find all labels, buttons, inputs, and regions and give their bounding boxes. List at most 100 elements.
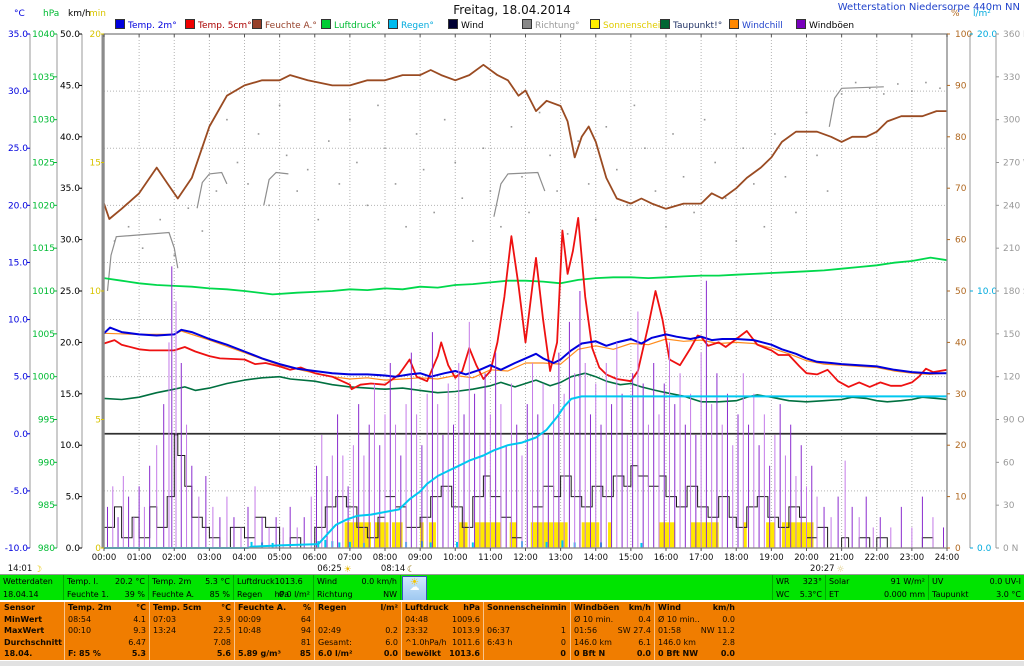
legend-swatch-icon: [185, 19, 195, 29]
stats-cell-left: 01:56: [574, 626, 598, 635]
stats-col-name: Feuchte A.: [238, 603, 287, 612]
status-cell-10: UV 0.0 UV-I Taupunkt 3.0 °C: [929, 575, 1024, 601]
wind-direction-dot: [897, 83, 899, 85]
status-cell-3: Temp. 2m 5.3 °C Feuchte A. 85 %: [149, 575, 234, 601]
stats-cell-left: F: 85 %: [68, 649, 101, 658]
axis-tick-label: 1005: [32, 330, 55, 340]
axis-tick-label: 15: [90, 159, 101, 169]
stats-cell-value: 2.8: [722, 637, 735, 647]
sun-moon-marker-time: 06:25: [317, 564, 342, 574]
wind-direction-dot: [247, 183, 249, 185]
axis-tick-label: 50.0: [60, 30, 80, 40]
stats-col-unit: l/m²: [380, 603, 398, 612]
stats-row-label-text: Sensor: [4, 603, 36, 612]
stats-cell-value: 4.1: [133, 614, 146, 624]
axis-tick-label: 15.0: [8, 258, 28, 268]
stats-cell-left: 0 Bft N: [574, 649, 606, 658]
plot-background: [104, 34, 947, 548]
legend-item-10: Windchill: [729, 19, 783, 31]
wind-direction-dot: [500, 225, 502, 228]
stats-cell-left: 23:32: [405, 626, 429, 635]
status-row: [429, 575, 772, 588]
wind-direction-dot: [472, 240, 474, 242]
stats-cell-value: 0.0: [722, 614, 735, 624]
status-value: 0.0 UV-I: [989, 577, 1021, 586]
axis-unit-rain: l/m²: [973, 9, 991, 19]
stats-cell-row: F: 85 % 5.3: [65, 648, 149, 660]
stats-cell-left: 0 Bft NW: [658, 649, 699, 658]
current-values-bar: Wetterdaten 18.04.14 23:59 Temp. I. 20.2 °C…: [0, 574, 1024, 601]
wind-direction-dot: [854, 81, 857, 84]
stats-row-label: MaxWert: [1, 625, 63, 637]
stats-cell-row: [484, 614, 569, 626]
wind-direction-dot: [939, 87, 941, 90]
axis-tick-label: 25.0: [8, 144, 28, 154]
stats-cell-value: 6.1: [638, 637, 651, 647]
sunshine-bar: [474, 522, 501, 548]
moon-yellow-icon: ☽: [34, 565, 42, 574]
stats-cell-value: 85: [299, 649, 311, 658]
stats-cell-left: Ø 10 min.: [574, 614, 614, 624]
stats-row-label-text: 18.04. 23:59: [4, 649, 33, 658]
wind-direction-dot: [882, 93, 885, 95]
wind-direction-dot: [742, 147, 745, 150]
stats-col-unit: hPa: [463, 603, 480, 612]
status-row: Temp. 2m 5.3 °C: [149, 575, 233, 588]
status-row: Wind 0.0 km/h: [314, 575, 400, 588]
status-value: 323°: [802, 577, 822, 586]
wind-direction-dot: [328, 140, 330, 142]
stats-col-header: Windböen km/h: [571, 602, 654, 614]
stats-col-name: Windböen: [574, 603, 620, 612]
axis-tick-label: 1030: [32, 116, 55, 126]
stats-cell-left: Ø 10 min..: [658, 614, 700, 624]
hour-label: 05:00: [267, 553, 292, 563]
axis-tick-label: 5.0: [14, 373, 29, 383]
weather-chart-plot[interactable]: °C -10.0 -5.0 0.0 5.0 10.0 15.0 20.0 25.0 30.0 35.…: [0, 0, 1024, 574]
wind-direction-dot: [594, 218, 597, 221]
stats-cell-row: ^1.0hPa/h 1011.6: [402, 637, 483, 649]
wind-direction-dot: [127, 225, 130, 228]
status-value: 0.0 l/m²: [278, 590, 310, 599]
hour-label: 21:00: [829, 553, 854, 563]
wind-direction-segment: [263, 171, 289, 206]
stats-col-temp-2m: Temp. 2m °C 08:54 4.1 00:10 9.3 6.47 F: 85 % 5.3: [64, 602, 149, 660]
axis-tick-label: 30: [955, 390, 967, 400]
hour-label: 13:00: [548, 553, 573, 563]
stats-cell-row: Gesamt: 6.0: [315, 637, 401, 649]
stats-cell-row: 10:48 94: [235, 625, 314, 637]
stats-cell-left: 146.0 km: [658, 637, 696, 647]
axis-tick-label: 990: [38, 458, 55, 468]
stats-row-label: Durchschnitt: [1, 637, 63, 649]
status-row: WC 5.3°C: [773, 588, 825, 601]
hour-label: 15:00: [619, 553, 644, 563]
stats-cell-value: 81: [300, 637, 311, 647]
window-bottom-edge: [0, 660, 1024, 666]
status-row: ET 0.000 mm: [826, 588, 928, 601]
status-value: 0.0 km/h: [361, 577, 397, 586]
legend-swatch-icon: [522, 19, 532, 29]
axis-tick-label: 20.0: [8, 201, 28, 211]
axis-unit-min: min: [89, 9, 106, 19]
stats-cell-value: 0.0: [636, 649, 651, 658]
chart-legend: Temp. 2m° Temp. 5cm° Feuchte A.° Luftdruck°…: [0, 19, 1024, 33]
axis-tick-label: 10.0: [8, 316, 28, 326]
status-value: 85 %: [209, 590, 230, 599]
sun-moon-marker-time: 20:27: [810, 564, 835, 574]
axis-tick-label: 995: [38, 416, 55, 426]
axis-tick-label: 70: [955, 184, 967, 194]
wind-direction-segment: [196, 171, 228, 209]
stats-cell-row: 146.0 km 6.1: [571, 637, 654, 649]
status-label: Richtung: [317, 590, 353, 599]
status-label: Temp. 2m: [152, 577, 192, 586]
sunshine-bar: [781, 522, 814, 548]
series-luftdruck: [103, 256, 948, 296]
stats-cell-left: 146.0 km: [574, 637, 612, 647]
legend-item-6: Wind: [448, 19, 484, 31]
axis-tick-label: -10.0: [5, 544, 29, 554]
axis-tick-label: 360 N: [1003, 30, 1024, 40]
axis-tick-label: 100: [955, 30, 972, 40]
status-cell-5: Wind 0.0 km/h Richtung NW: [314, 575, 401, 601]
wind-direction-dot: [384, 147, 386, 150]
stats-col-header: Temp. 2m °C: [65, 602, 149, 614]
